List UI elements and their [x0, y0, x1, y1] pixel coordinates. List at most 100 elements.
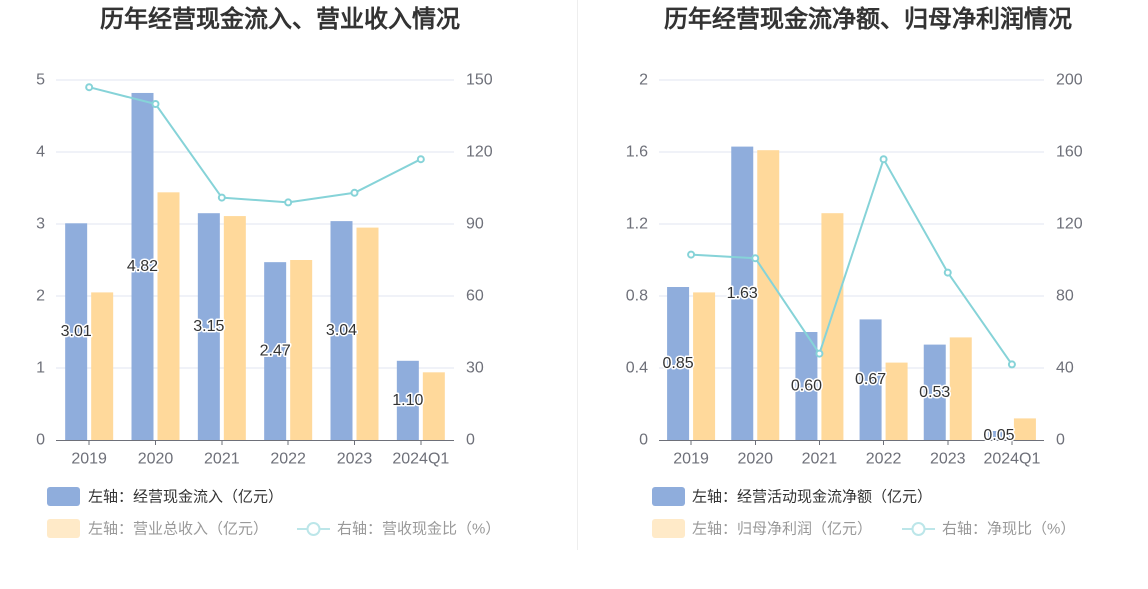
right-axis-tick-label: 40 [1056, 360, 1074, 377]
bar-total-revenue-2022 [290, 260, 313, 440]
point-revenue-cash-ratio-2023 [350, 188, 359, 197]
x-axis-tick-label: 2019 [673, 451, 709, 468]
left-axis-tick-label: 2 [639, 72, 648, 89]
bar-net-profit-attributable-2023 [949, 337, 972, 440]
data-label-operating-cash-inflow-2020: 4.82 [127, 258, 158, 275]
bar-operating-cash-inflow-2023 [330, 221, 353, 440]
bar-net-profit-attributable-2019 [693, 292, 716, 440]
data-label-operating-cash-flow-net-2023: 0.53 [919, 384, 950, 401]
bar-operating-cash-inflow-2019 [65, 223, 88, 440]
legend-item-revenue-cash-ratio [297, 522, 330, 536]
bar-operating-cash-inflow-2022 [264, 262, 287, 440]
left-axis-tick-label: 2 [36, 288, 45, 305]
left-axis-tick-label: 3 [36, 216, 45, 233]
point-net-cash-ratio-2021 [815, 349, 824, 358]
bar-operating-cash-flow-net-2023 [923, 344, 946, 440]
plot-area: 0 0.4 0.8 1.2 1.6 2 0 40 80 120 160 200 2019 2020 2021… [626, 72, 1083, 468]
right-axis-tick-label: 150 [466, 72, 493, 89]
x-axis-tick-label: 2021 [204, 451, 240, 468]
left-axis-tick-label: 5 [36, 72, 45, 89]
point-net-cash-ratio-2023 [943, 268, 952, 277]
point-revenue-cash-ratio-2021 [217, 193, 226, 202]
bar-total-revenue-2021 [223, 216, 246, 440]
x-axis-tick-label: 2022 [270, 451, 306, 468]
bar-total-revenue-2019 [91, 292, 114, 440]
bar-total-revenue-2023 [356, 227, 379, 440]
left-axis-tick-label: 0.8 [626, 288, 648, 305]
point-net-cash-ratio-2024q1 [1007, 360, 1016, 369]
legend-label: 左轴：经营活动现金流净额（亿元） [692, 489, 932, 506]
bar-operating-cash-inflow-2020 [131, 92, 154, 441]
chart-title: 历年经营现金流入、营业收入情况 [100, 5, 460, 33]
legend-label: 右轴：营收现金比（%） [337, 521, 500, 538]
left-axis-tick-label: 4 [36, 144, 45, 161]
legend-swatch [652, 519, 685, 538]
x-axis-tick-label: 2024Q1 [392, 451, 449, 468]
bar-operating-cash-flow-net-2022 [859, 319, 882, 440]
legend-swatch [47, 519, 80, 538]
x-axis-tick-label: 2024Q1 [983, 451, 1040, 468]
bar-net-profit-attributable-2022 [885, 362, 908, 440]
left-axis-tick-label: 1 [36, 360, 45, 377]
bar-operating-cash-flow-net-2020 [731, 146, 754, 440]
legend: 左轴：经营现金流入（亿元） 左轴：营业总收入（亿元） 右轴：营收现金比（%） [47, 487, 500, 538]
bar-net-profit-attributable-2021 [821, 213, 844, 440]
x-axis-tick-label: 2020 [737, 451, 773, 468]
legend-item-total-revenue: 左轴：营业总收入（亿元） [47, 519, 268, 538]
legend-swatch [652, 487, 685, 506]
point-net-cash-ratio-2020 [751, 254, 760, 263]
right-axis-tick-label: 120 [1056, 216, 1083, 233]
point-revenue-cash-ratio-2024q1 [416, 155, 425, 164]
data-label-operating-cash-flow-net-2024q1: 0.05 [983, 427, 1014, 444]
bar-operating-cash-flow-net-2024q1 [987, 431, 1010, 440]
left-axis-tick-label: 0 [36, 432, 45, 449]
data-label-operating-cash-flow-net-2021: 0.60 [791, 378, 822, 395]
point-net-cash-ratio-2022 [879, 155, 888, 164]
right-axis-tick-label: 0 [466, 432, 475, 449]
legend-label: 右轴：净现比（%） [942, 521, 1075, 538]
data-label-operating-cash-inflow-2024q1: 1.10 [392, 392, 423, 409]
chart-title: 历年经营现金流净额、归母净利润情况 [664, 5, 1072, 33]
legend-item-operating-cash-flow-net: 左轴：经营活动现金流净额（亿元） [652, 487, 932, 506]
legend-item-net-profit-attributable: 左轴：归母净利润（亿元） [652, 519, 872, 538]
bar-operating-cash-flow-net-2021 [795, 332, 818, 440]
right-axis-tick-label: 80 [1056, 288, 1074, 305]
bar-operating-cash-flow-net-2019 [667, 287, 690, 440]
x-axis-tick-label: 2019 [71, 451, 107, 468]
left-axis-tick-label: 0 [639, 432, 648, 449]
right-axis-tick-label: 90 [466, 216, 484, 233]
bar-total-revenue-2024q1 [422, 372, 445, 440]
cash-inflow-revenue-chart: 历年经营现金流入、营业收入情况 0 1 2 3 4 5 0 30 60 90 120 150 2019 2… [36, 5, 500, 538]
right-axis-tick-label: 120 [466, 144, 493, 161]
legend: 左轴：经营活动现金流净额（亿元） 左轴：归母净利润（亿元） 右轴：净现比（%） [652, 487, 1075, 538]
data-label-operating-cash-flow-net-2020: 1.63 [727, 285, 758, 302]
bar-net-profit-attributable-2020 [757, 150, 780, 440]
legend-circle-icon [911, 522, 926, 536]
data-label-operating-cash-inflow-2019: 3.01 [61, 323, 92, 340]
point-revenue-cash-ratio-2020 [151, 100, 160, 108]
line-revenue-cash-ratio [88, 86, 422, 204]
x-axis-tick-label: 2020 [138, 451, 174, 468]
bar-net-profit-attributable-2024q1 [1013, 418, 1036, 440]
right-axis-tick-label: 60 [466, 288, 484, 305]
left-axis-tick-label: 1.2 [626, 216, 648, 233]
point-revenue-cash-ratio-2019 [85, 83, 94, 92]
data-label-operating-cash-flow-net-2019: 0.85 [663, 355, 694, 372]
left-axis-tick-label: 1.6 [626, 144, 648, 161]
legend-item-operating-cash-inflow: 左轴：经营现金流入（亿元） [47, 487, 283, 506]
bar-operating-cash-inflow-2024q1 [396, 360, 419, 440]
right-axis-tick-label: 30 [466, 360, 484, 377]
x-axis-tick-label: 2023 [930, 451, 966, 468]
right-axis-tick-label: 0 [1056, 432, 1065, 449]
right-axis-tick-label: 160 [1056, 144, 1083, 161]
point-revenue-cash-ratio-2022 [284, 198, 293, 207]
legend-item-net-cash-ratio [902, 522, 935, 536]
legend-swatch [47, 487, 80, 506]
x-axis-tick-label: 2021 [802, 451, 838, 468]
right-axis-tick-label: 200 [1056, 72, 1083, 89]
left-axis-tick-label: 0.4 [626, 360, 648, 377]
data-label-operating-cash-flow-net-2022: 0.67 [855, 371, 886, 388]
data-label-operating-cash-inflow-2023: 3.04 [326, 322, 357, 339]
data-label-operating-cash-inflow-2021: 3.15 [193, 318, 224, 335]
